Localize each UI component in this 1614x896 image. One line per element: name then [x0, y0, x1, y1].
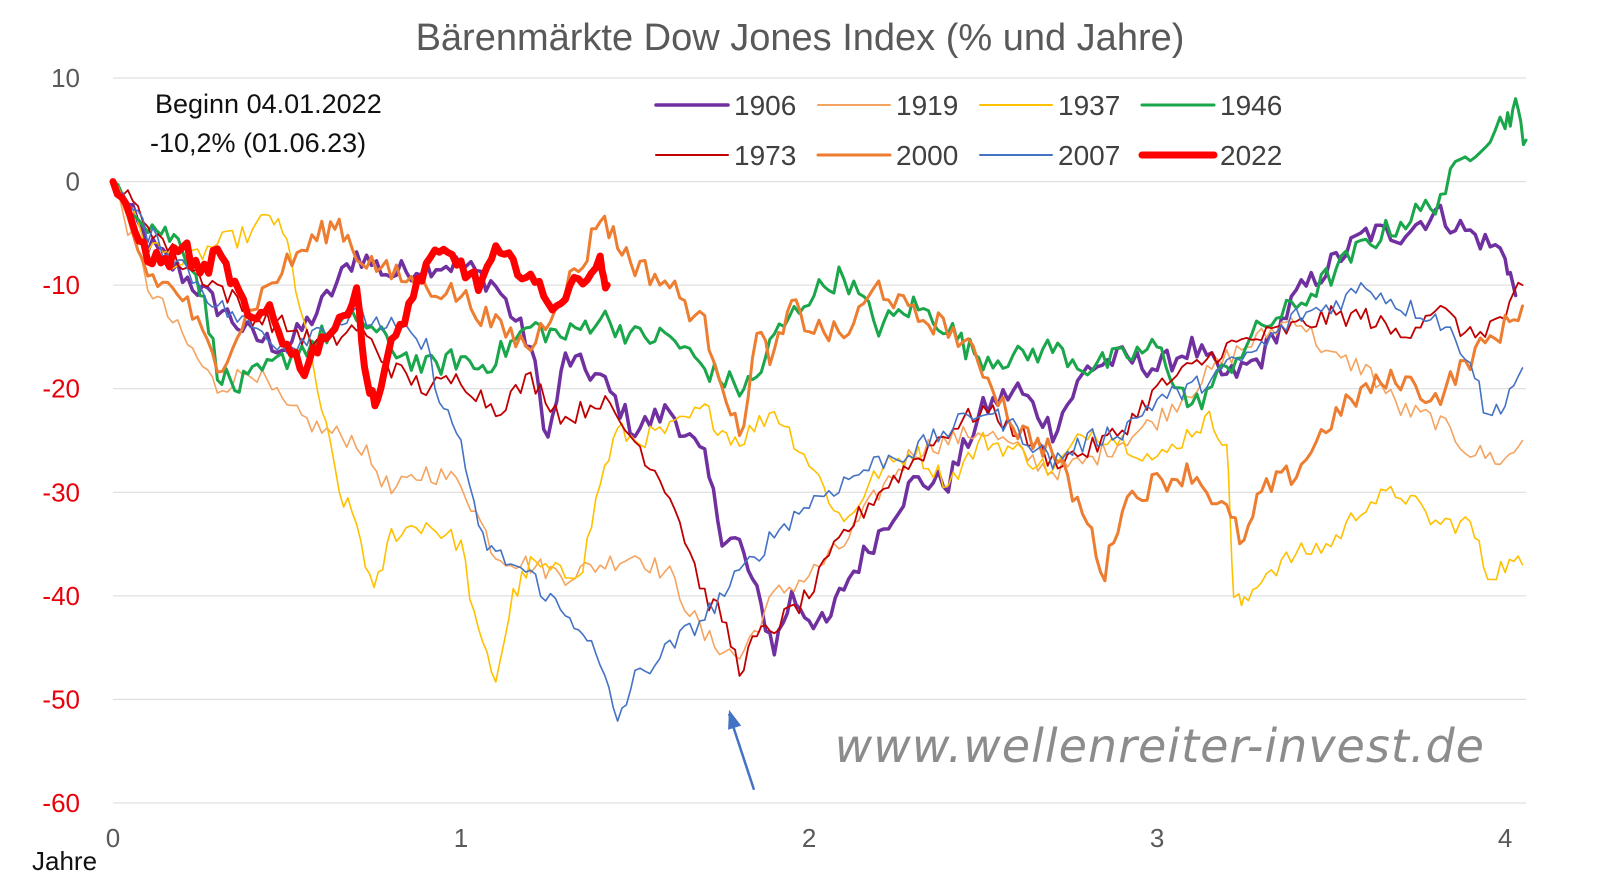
legend: 1906 1919 1937 1946 1973 2000 2007 2022	[654, 90, 1282, 171]
series-line-1973	[112, 180, 1524, 677]
y-tick-label: 0	[66, 167, 80, 197]
annotation-line-2: -10,2% (01.06.23)	[150, 128, 366, 158]
arrow-annotation	[727, 709, 756, 791]
series-line-2000	[111, 180, 1524, 583]
legend-label-2000: 2000	[896, 140, 958, 171]
series-lines	[109, 97, 1528, 722]
annotation-line-1: Beginn 04.01.2022	[155, 89, 382, 119]
y-tick-label: 10	[51, 63, 80, 93]
watermark: www.wellenreiter-invest.de	[835, 719, 1485, 773]
grid-lines	[113, 77, 1526, 804]
annotation-box: Beginn 04.01.2022 -10,2% (01.06.23)	[150, 89, 382, 158]
x-tick-labels: 0 1 2 3 4	[106, 823, 1513, 853]
series-line-2022	[109, 178, 611, 410]
series-line-1919	[112, 180, 1524, 660]
y-tick-label: -60	[42, 788, 80, 818]
y-tick-labels: 10 0 -10 -20 -30 -40 -50 -60	[42, 63, 80, 818]
x-tick-label: 2	[802, 823, 816, 853]
legend-label-1919: 1919	[896, 90, 958, 121]
legend-label-1946: 1946	[1220, 90, 1282, 121]
x-tick-label: 0	[106, 823, 120, 853]
series-line-1906	[111, 179, 1518, 657]
x-tick-label: 3	[1150, 823, 1164, 853]
legend-label-1937: 1937	[1058, 90, 1120, 121]
y-tick-label: -10	[42, 270, 80, 300]
y-tick-label: -40	[42, 581, 80, 611]
y-tick-label: -20	[42, 374, 80, 404]
x-axis-label: Jahre	[32, 846, 97, 876]
chart-title: Bärenmärkte Dow Jones Index (% und Jahre…	[416, 17, 1185, 59]
legend-label-2022: 2022	[1220, 140, 1282, 171]
arrow-head	[728, 709, 742, 730]
legend-label-2007: 2007	[1058, 140, 1120, 171]
legend-label-1973: 1973	[734, 140, 796, 171]
x-tick-label: 1	[454, 823, 468, 853]
y-tick-label: -50	[42, 684, 80, 714]
legend-label-1906: 1906	[734, 90, 796, 121]
series-line-1937	[112, 180, 1524, 683]
y-tick-label: -30	[42, 477, 80, 507]
x-tick-label: 4	[1498, 823, 1512, 853]
